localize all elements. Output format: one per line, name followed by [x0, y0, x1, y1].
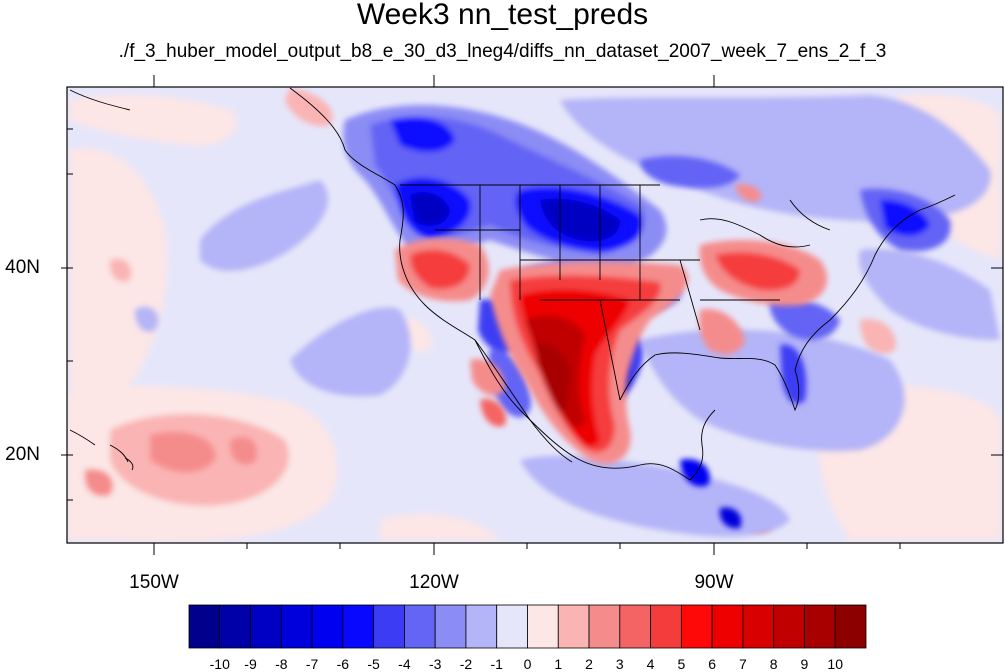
colorbar-box: [434, 604, 467, 649]
plot-title: Week3 nn_test_preds: [356, 0, 649, 31]
colorbar-box: [773, 604, 805, 649]
lat-label-40n: 40N: [5, 257, 40, 278]
colorbar-tick-label: 6: [708, 656, 717, 672]
colorbar-tick-label: -5: [367, 656, 380, 672]
colorbar-box: [804, 604, 836, 649]
colorbar-tick-label: 1: [554, 656, 563, 672]
colorbar-tick-label: 4: [646, 656, 655, 672]
plot-subtitle: ./f_3_huber_model_output_b8_e_30_d3_lneg…: [118, 41, 887, 62]
map-frame: [66, 86, 1004, 544]
colorbar-box: [280, 604, 313, 649]
colorbar-tick-label: -9: [244, 656, 257, 672]
colorbar-box: [250, 604, 282, 649]
colorbar-tick-label: 10: [827, 656, 844, 672]
colorbar-tick-label: -8: [275, 656, 288, 672]
colorbar-box: [311, 604, 344, 649]
lon-label-150w: 150W: [129, 572, 179, 593]
colorbar-box: [588, 604, 621, 649]
colorbar-tick-label: 5: [677, 656, 686, 672]
colorbar-tick-label: -7: [305, 656, 319, 672]
coastlines: [69, 87, 956, 481]
colorbar-tick-label: 8: [769, 656, 778, 672]
colorbar-box: [342, 604, 375, 649]
colorbar-box: [680, 604, 713, 649]
colorbar-box: [219, 604, 251, 649]
colorbar-box: [527, 604, 559, 649]
colorbar-box: [650, 604, 682, 649]
colorbar: [188, 604, 867, 649]
colorbar-box: [496, 604, 528, 649]
lat-label-20n: 20N: [5, 444, 40, 465]
colorbar-tick-label: -2: [459, 656, 473, 672]
colorbar-tick-label: -3: [428, 656, 442, 672]
colorbar-box: [711, 604, 744, 649]
colorbar-box: [742, 604, 775, 649]
colorbar-box: [465, 604, 498, 649]
anomaly-field: [67, 87, 1003, 543]
colorbar-box: [557, 604, 590, 649]
axis-ticks: [61, 75, 1003, 555]
colorbar-tick-label: 2: [585, 656, 593, 672]
colorbar-tick-label: 3: [615, 656, 624, 672]
colorbar-tick-label: -4: [398, 656, 411, 672]
colorbar-box: [619, 604, 651, 649]
colorbar-box: [404, 604, 436, 649]
colorbar-tick-label: 0: [523, 656, 532, 672]
lon-label-90w: 90W: [694, 572, 734, 593]
colorbar-box: [188, 604, 221, 649]
strong-positive-regions: [395, 184, 828, 464]
colorbar-tick-label: -10: [209, 656, 230, 672]
colorbar-tick-label: -1: [490, 656, 503, 672]
colorbar-box: [834, 604, 867, 649]
lon-label-120w: 120W: [409, 572, 459, 593]
colorbar-tick-label: 7: [739, 656, 747, 672]
colorbar-tick-label: 9: [800, 656, 809, 672]
colorbar-tick-label: -6: [336, 656, 350, 672]
colorbar-box: [373, 604, 405, 649]
